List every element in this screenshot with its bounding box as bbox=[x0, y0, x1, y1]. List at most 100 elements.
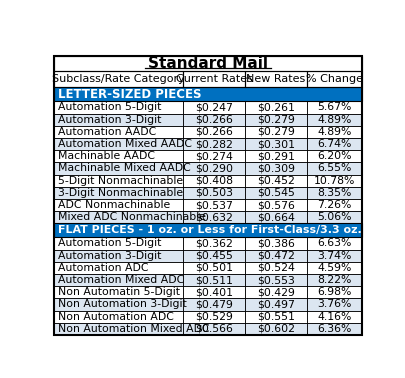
Text: $0.472: $0.472 bbox=[256, 251, 294, 261]
Bar bbox=[245, 237, 306, 249]
Bar bbox=[183, 71, 245, 87]
Bar bbox=[183, 298, 245, 311]
Text: 3.74%: 3.74% bbox=[317, 251, 351, 261]
Bar bbox=[54, 101, 183, 113]
Text: 10.78%: 10.78% bbox=[313, 176, 354, 186]
Bar bbox=[54, 71, 183, 87]
Bar bbox=[54, 162, 183, 175]
Text: 8.35%: 8.35% bbox=[317, 188, 351, 198]
Bar bbox=[245, 237, 306, 249]
Text: $0.537: $0.537 bbox=[195, 200, 232, 210]
Text: $0.301: $0.301 bbox=[256, 139, 294, 149]
Bar bbox=[306, 262, 361, 274]
Bar bbox=[54, 211, 183, 223]
Text: $0.290: $0.290 bbox=[195, 163, 232, 174]
Text: $0.632: $0.632 bbox=[195, 212, 232, 222]
Text: 6.63%: 6.63% bbox=[317, 239, 351, 248]
Bar bbox=[183, 138, 245, 150]
Text: 5.67%: 5.67% bbox=[317, 102, 351, 112]
Text: Standard Mail: Standard Mail bbox=[148, 56, 267, 71]
Text: Automation Mixed ADC: Automation Mixed ADC bbox=[58, 275, 184, 285]
Bar bbox=[245, 187, 306, 199]
Text: $0.408: $0.408 bbox=[195, 176, 232, 186]
Text: $0.261: $0.261 bbox=[256, 102, 294, 112]
Bar bbox=[306, 249, 361, 262]
Text: $0.266: $0.266 bbox=[195, 115, 232, 125]
Bar bbox=[306, 187, 361, 199]
Bar bbox=[245, 274, 306, 286]
Text: $0.503: $0.503 bbox=[195, 188, 232, 198]
Bar bbox=[245, 101, 306, 113]
Bar bbox=[54, 138, 183, 150]
Bar bbox=[54, 211, 183, 223]
Bar bbox=[183, 150, 245, 162]
Bar bbox=[183, 175, 245, 187]
Bar bbox=[183, 298, 245, 311]
Bar bbox=[54, 274, 183, 286]
Bar bbox=[183, 211, 245, 223]
Bar bbox=[245, 286, 306, 298]
Bar bbox=[54, 56, 361, 71]
Bar bbox=[54, 56, 361, 71]
Bar bbox=[306, 150, 361, 162]
Text: $0.602: $0.602 bbox=[256, 324, 294, 334]
Text: $0.545: $0.545 bbox=[256, 188, 294, 198]
Text: 6.36%: 6.36% bbox=[317, 324, 351, 334]
Bar bbox=[54, 101, 183, 113]
Bar bbox=[306, 71, 361, 87]
Bar bbox=[183, 162, 245, 175]
Bar bbox=[54, 237, 183, 249]
Bar bbox=[183, 199, 245, 211]
Bar bbox=[54, 237, 183, 249]
Text: 5.06%: 5.06% bbox=[316, 212, 351, 222]
Bar bbox=[183, 126, 245, 138]
Text: % Change: % Change bbox=[305, 74, 362, 84]
Text: $0.566: $0.566 bbox=[195, 324, 232, 334]
Bar bbox=[54, 199, 183, 211]
Bar bbox=[306, 286, 361, 298]
Text: LETTER-SIZED PIECES: LETTER-SIZED PIECES bbox=[58, 88, 201, 101]
Text: $0.524: $0.524 bbox=[256, 263, 294, 273]
Bar bbox=[183, 262, 245, 274]
Bar bbox=[306, 175, 361, 187]
Bar bbox=[306, 249, 361, 262]
Bar bbox=[54, 175, 183, 187]
Bar bbox=[54, 126, 183, 138]
Bar bbox=[183, 323, 245, 335]
Bar bbox=[54, 223, 361, 237]
Bar bbox=[54, 150, 183, 162]
Bar bbox=[54, 138, 183, 150]
Text: $0.282: $0.282 bbox=[195, 139, 232, 149]
Bar bbox=[306, 311, 361, 323]
Bar bbox=[306, 113, 361, 126]
Bar bbox=[54, 298, 183, 311]
Bar bbox=[54, 249, 183, 262]
Bar bbox=[183, 162, 245, 175]
Text: $0.452: $0.452 bbox=[256, 176, 294, 186]
Text: Non Automation Mixed ADC: Non Automation Mixed ADC bbox=[58, 324, 209, 334]
Bar bbox=[306, 101, 361, 113]
Text: $0.279: $0.279 bbox=[256, 115, 294, 125]
Bar bbox=[245, 323, 306, 335]
Text: $0.529: $0.529 bbox=[195, 312, 232, 322]
Bar bbox=[183, 101, 245, 113]
Bar bbox=[183, 138, 245, 150]
Text: $0.553: $0.553 bbox=[256, 275, 294, 285]
Bar bbox=[54, 323, 183, 335]
Bar bbox=[306, 162, 361, 175]
Text: $0.247: $0.247 bbox=[195, 102, 232, 112]
Bar bbox=[183, 101, 245, 113]
Bar bbox=[54, 126, 183, 138]
Bar bbox=[306, 126, 361, 138]
Text: $0.497: $0.497 bbox=[256, 299, 294, 310]
Text: $0.291: $0.291 bbox=[256, 151, 294, 161]
Bar bbox=[54, 113, 183, 126]
Bar bbox=[306, 211, 361, 223]
Bar bbox=[54, 150, 183, 162]
Bar bbox=[54, 249, 183, 262]
Text: Non Automation 3-Digit: Non Automation 3-Digit bbox=[58, 299, 186, 310]
Bar bbox=[306, 237, 361, 249]
Text: 4.89%: 4.89% bbox=[317, 127, 351, 137]
Text: 4.59%: 4.59% bbox=[317, 263, 351, 273]
Bar bbox=[54, 323, 183, 335]
